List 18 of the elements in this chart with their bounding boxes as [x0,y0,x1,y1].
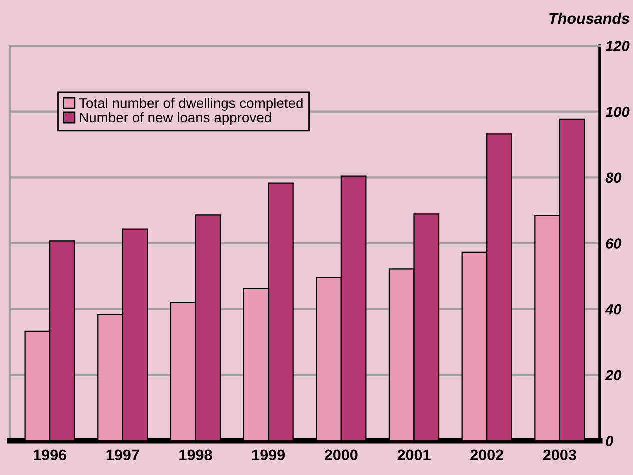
legend-label: Total number of dwellings completed [79,98,303,112]
y-tick-label: 100 [606,106,630,118]
x-tick-label: 1996 [34,450,67,461]
x-tick-label: 1998 [180,450,212,461]
x-tick-label: 2000 [324,450,358,461]
legend-label: Number of new loans approved [80,112,272,126]
x-tick-label: 1997 [106,450,140,461]
y-tick-label: 120 [606,41,630,52]
y-tick-label: 80 [606,172,622,184]
y-axis-title: Thousands [550,12,630,24]
y-tick-label: 60 [606,238,622,249]
x-tick-label: 2001 [398,450,431,461]
y-tick-label: 20 [605,370,622,381]
y-tick-label: 40 [605,304,622,315]
x-tick-label: 1999 [252,450,286,461]
y-tick-label: 0 [606,436,614,446]
x-tick-label: 2003 [543,450,576,461]
x-tick-label: 2002 [470,450,504,461]
